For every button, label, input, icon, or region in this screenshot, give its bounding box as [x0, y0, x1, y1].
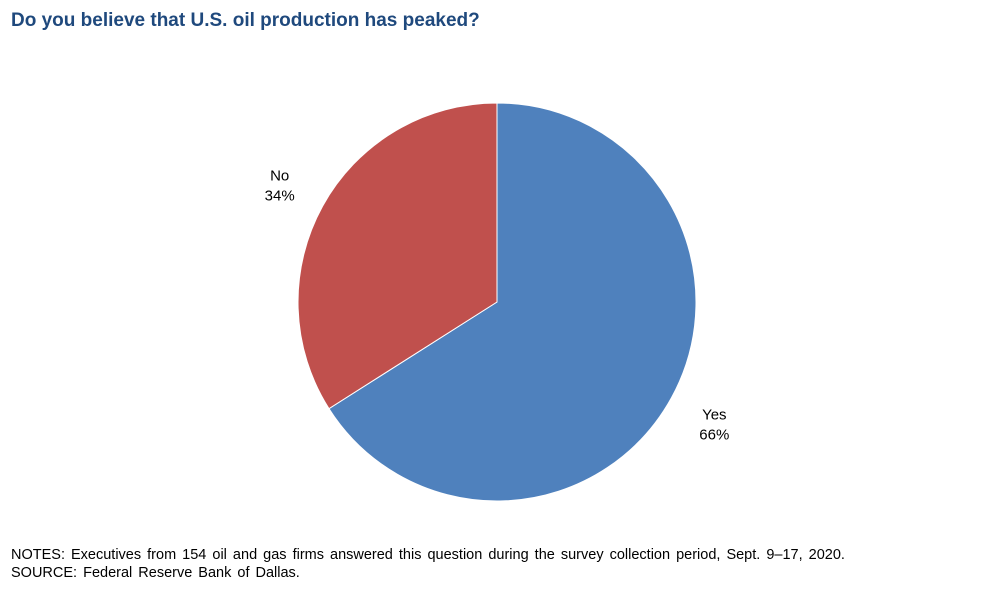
slice-value-no: 34%: [265, 188, 295, 205]
notes-text: NOTES: Executives from 154 oil and gas f…: [11, 547, 845, 563]
pie-slices: [297, 102, 697, 502]
pie-labels: Yes 66% No 34%: [265, 168, 730, 444]
pie-slice-no: [297, 102, 498, 410]
chart-notes: NOTES: Executives from 154 oil and gas f…: [11, 546, 845, 582]
slice-value-yes: 66%: [699, 426, 729, 443]
chart-title: Do you believe that U.S. oil production …: [11, 10, 480, 31]
pie-slice-yes: [328, 102, 697, 502]
source-text: SOURCE: Federal Reserve Bank of Dallas.: [11, 565, 300, 581]
slice-label-yes: Yes: [702, 406, 726, 423]
slice-label-no: No: [270, 168, 289, 185]
